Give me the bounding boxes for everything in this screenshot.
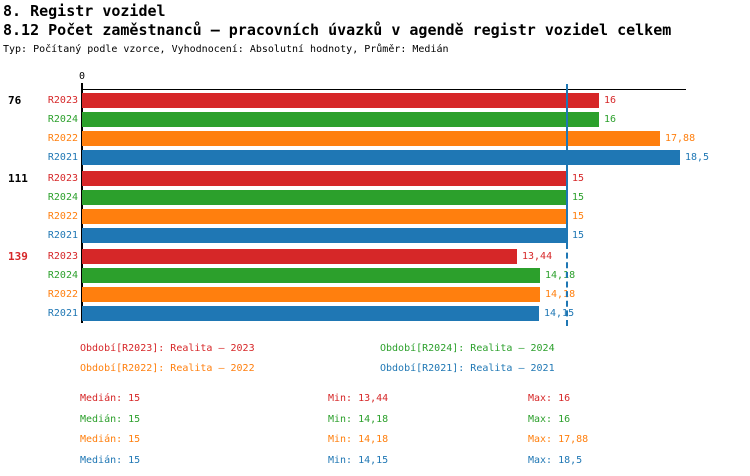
- bar: [82, 306, 539, 321]
- bar: [82, 112, 599, 127]
- group-label: 139: [8, 250, 28, 263]
- bar-row-label: R2024: [47, 114, 78, 125]
- page-title: 8. Registr vozidel: [3, 2, 166, 20]
- bar-row-label: R2022: [47, 211, 78, 222]
- bar-value-label: 15: [572, 173, 585, 184]
- stat-max-r2024: Max: 16: [528, 414, 571, 425]
- bar: [82, 249, 517, 264]
- stat-min-r2023: Min: 13,44: [328, 393, 389, 404]
- bar: [82, 190, 567, 205]
- stat-min-r2021: Min: 14,15: [328, 455, 389, 466]
- bar: [82, 150, 680, 165]
- bar-row-label: R2021: [47, 152, 78, 163]
- bar-row-label: R2023: [47, 95, 78, 106]
- axis-zero-label: 0: [78, 71, 86, 82]
- stat-max-r2021: Max: 18,5: [528, 455, 583, 466]
- group-label: 111: [8, 172, 28, 185]
- bar: [82, 268, 540, 283]
- bar-row-label: R2022: [47, 133, 78, 144]
- bar-row-label: R2023: [47, 173, 78, 184]
- page-meta-line: Typ: Počítaný podle vzorce, Vyhodnocení:…: [3, 44, 449, 55]
- page-subtitle: 8.12 Počet zaměstnanců – pracovních úvaz…: [3, 21, 672, 39]
- stat-min-r2024: Min: 14,18: [328, 414, 389, 425]
- bar: [82, 287, 540, 302]
- stat-max-r2023: Max: 16: [528, 393, 571, 404]
- bar-value-label: 15: [572, 211, 585, 222]
- legend-item-r2022: Období[R2022]: Realita – 2022: [80, 363, 255, 374]
- legend-item-r2021: Období[R2021]: Realita – 2021: [380, 363, 555, 374]
- stat-min-r2022: Min: 14,18: [328, 434, 389, 445]
- bar-row-label: R2023: [47, 251, 78, 262]
- stat-median-r2024: Medián: 15: [80, 414, 141, 425]
- bar-value-label: 16: [604, 114, 617, 125]
- bar-row-label: R2021: [47, 308, 78, 319]
- bar: [82, 131, 660, 146]
- stat-median-r2021: Medián: 15: [80, 455, 141, 466]
- stat-median-r2023: Medián: 15: [80, 393, 141, 404]
- bar-row-label: R2024: [47, 270, 78, 281]
- bar-value-label: 15: [572, 230, 585, 241]
- bar: [82, 171, 567, 186]
- bar-value-label: 14,18: [545, 270, 576, 281]
- bar-value-label: 18,5: [685, 152, 710, 163]
- bar-value-label: 13,44: [522, 251, 553, 262]
- legend-item-r2024: Období[R2024]: Realita – 2024: [380, 343, 555, 354]
- bar: [82, 93, 599, 108]
- bar-row-label: R2021: [47, 230, 78, 241]
- bar: [82, 228, 567, 243]
- group-label: 76: [8, 94, 22, 107]
- bar-value-label: 17,88: [665, 133, 696, 144]
- legend-item-r2023: Období[R2023]: Realita – 2023: [80, 343, 255, 354]
- median-line-dashed: [566, 243, 568, 326]
- bar-row-label: R2024: [47, 192, 78, 203]
- bar-value-label: 16: [604, 95, 617, 106]
- stat-max-r2022: Max: 17,88: [528, 434, 589, 445]
- stat-median-r2022: Medián: 15: [80, 434, 141, 445]
- axis-horizontal-line: [81, 89, 686, 90]
- bar-row-label: R2022: [47, 289, 78, 300]
- median-line-solid: [566, 84, 568, 243]
- bar-value-label: 14,15: [544, 308, 575, 319]
- bar-value-label: 14,18: [545, 289, 576, 300]
- bar-value-label: 15: [572, 192, 585, 203]
- bar: [82, 209, 567, 224]
